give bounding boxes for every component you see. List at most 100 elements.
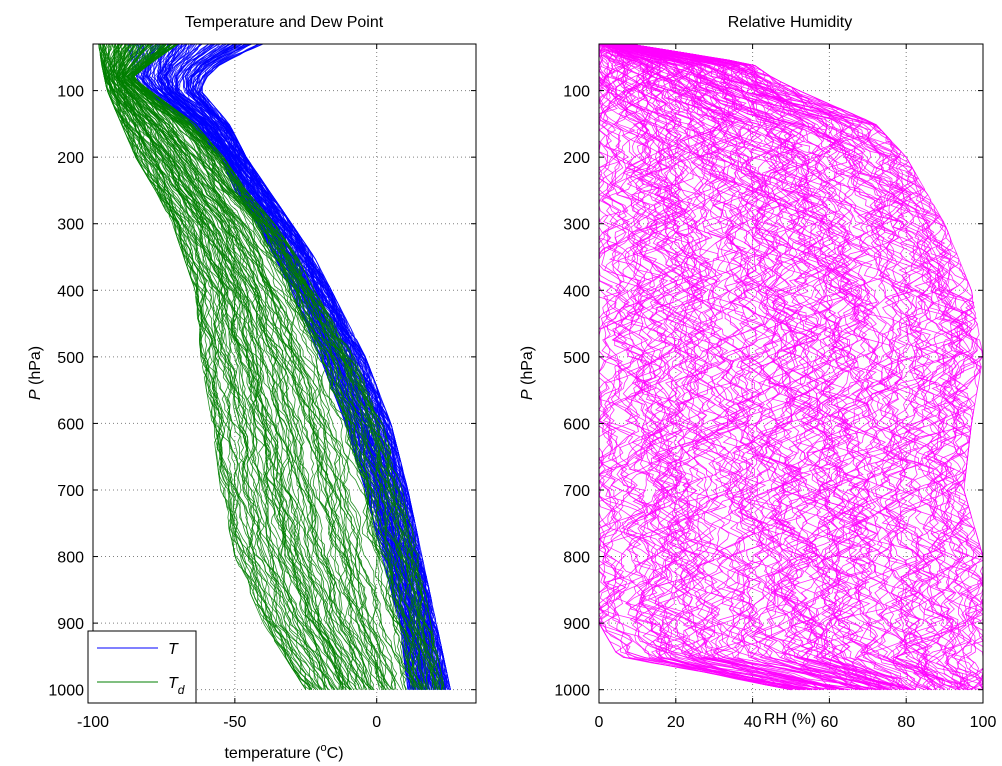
- series-RH-profile-132: [607, 43, 863, 691]
- series-RH-profile-2: [598, 43, 915, 691]
- left-y-axis-label-unit: (hPa): [27, 346, 44, 390]
- series-T_d-profile-103: [99, 43, 318, 690]
- legend-label-td: Td: [168, 675, 185, 697]
- legend-label-td-main: T: [168, 675, 179, 692]
- y-tick-label-6: 700: [563, 483, 590, 500]
- y-tick-label-3: 400: [563, 283, 590, 300]
- x-tick-label-1: -50: [223, 714, 246, 731]
- series-T_d-profile-98: [105, 43, 358, 690]
- series-RH-profile-143: [618, 43, 906, 691]
- series-T_d-profile-79: [115, 43, 352, 690]
- series-T_d-profile-106: [118, 43, 388, 690]
- series-T_d-profile-114: [123, 43, 383, 690]
- series-RH-profile-39: [598, 44, 792, 691]
- series-RH-profile-22: [629, 43, 964, 690]
- right-y-axis-label-unit: (hPa): [519, 346, 536, 390]
- series-T_d-profile-74: [129, 43, 439, 690]
- legend-label-td-subscript: d: [178, 683, 185, 697]
- left-axes-box: [92, 43, 477, 704]
- series-RH-profile-65: [617, 43, 932, 691]
- series-RH-profile-110: [607, 43, 862, 691]
- series-RH-profile-112: [629, 43, 984, 690]
- series-RH-profile-49: [609, 43, 906, 690]
- left-chart-title: Temperature and Dew Point: [185, 14, 384, 31]
- series-RH-profile-120: [629, 43, 984, 691]
- series-T_d-profile-102: [110, 43, 351, 690]
- y-tick-label-5: 600: [57, 416, 84, 433]
- x-tick-label-3: 60: [821, 714, 839, 731]
- series-T_d-profile-117: [102, 43, 317, 690]
- series-RH-profile-94: [604, 43, 822, 691]
- left-y-axis-label-symbol: P: [27, 389, 44, 400]
- series-RH-profile-129: [598, 44, 806, 691]
- series-T_d-profile-101: [123, 43, 407, 690]
- series-RH-profile-125: [610, 43, 898, 691]
- series-T_d-profile-90: [133, 43, 442, 690]
- x-tick-label-4: 80: [897, 714, 915, 731]
- series-RH-profile-142: [598, 43, 882, 691]
- y-tick-label-9: 1000: [48, 683, 84, 700]
- x-tick-label-5: 100: [970, 714, 997, 731]
- series-RH-profile-128: [607, 43, 913, 691]
- right-ticks: 0 20 40 60 80 100 100 200 300 400 500 600 700 800 900 1…: [554, 44, 996, 731]
- series-T_d-profile-118: [108, 43, 347, 690]
- right-y-axis-label-symbol: P: [519, 389, 536, 400]
- series-RH-profile-99: [621, 43, 866, 691]
- series-T-profile-92: [193, 43, 441, 690]
- y-tick-label-9: 1000: [554, 683, 590, 700]
- series-RH-profile-36: [616, 43, 905, 691]
- series-RH-profile-101: [629, 43, 895, 690]
- series-T_d-profile-82: [132, 43, 441, 690]
- y-tick-label-4: 500: [563, 350, 590, 367]
- temperature-dewpoint-panel: Temperature and Dew Point -100 -50 0 100 200…: [27, 14, 477, 762]
- series-T_d-profile-113: [107, 43, 336, 690]
- series-T_d-profile-94: [107, 43, 342, 690]
- series-RH-profile-147: [621, 43, 881, 691]
- series-RH-profile-58: [602, 43, 801, 691]
- left-x-axis-label-superscript: o: [321, 742, 327, 754]
- left-x-axis-label: temperature (oC): [224, 742, 343, 762]
- series-T_d-profile-69: [130, 43, 429, 690]
- right-series-layer: [598, 43, 984, 691]
- series-RH-profile-66: [598, 43, 799, 691]
- left-x-axis-label-suffix: C): [327, 745, 344, 762]
- series-RH-profile-77: [601, 43, 811, 691]
- series-RH-profile-52: [619, 43, 902, 691]
- series-RH-profile-93: [598, 43, 799, 691]
- series-RH-profile-29: [625, 43, 958, 690]
- series-RH-profile-90: [598, 43, 817, 691]
- left-ticks: -100 -50 0 100 200 300 400 500 600 700 800 900 1000: [48, 44, 476, 731]
- series-RH-profile-135: [613, 43, 936, 690]
- series-T_d-profile-66: [116, 43, 370, 690]
- right-y-axis-label: P (hPa): [519, 346, 536, 400]
- series-RH-profile-111: [610, 43, 946, 691]
- y-tick-label-1: 200: [563, 150, 590, 167]
- series-T_d-profile-92: [125, 43, 404, 690]
- series-T_d-profile-109: [133, 43, 425, 690]
- series-T_d-profile-55: [99, 43, 307, 690]
- x-tick-label-1: 20: [667, 714, 685, 731]
- series-T_d-profile-15: [107, 44, 333, 690]
- series-RH-profile-81: [612, 43, 936, 690]
- series-T_d-profile-86: [119, 43, 361, 690]
- series-RH-profile-62: [617, 43, 932, 691]
- series-RH-profile-103: [627, 43, 953, 690]
- series-T-profile-116: [193, 43, 442, 690]
- series-T_d-profile-95: [108, 43, 357, 690]
- series-RH-profile-33: [617, 43, 951, 690]
- series-RH-profile-88: [622, 43, 965, 691]
- series-RH-profile-108: [629, 43, 984, 691]
- series-RH-profile-139: [603, 43, 909, 690]
- series-RH-profile-100: [629, 43, 984, 690]
- series-RH-profile-85: [614, 43, 836, 691]
- series-T_d-profile-78: [103, 43, 322, 690]
- series-T_d-profile-83: [107, 43, 320, 690]
- series-RH-profile-50: [621, 43, 930, 691]
- series-T_d-profile-67: [120, 43, 387, 690]
- series-T_d-profile-87: [127, 43, 417, 690]
- x-tick-label-0: -100: [77, 714, 109, 731]
- series-T_d-profile-84: [120, 43, 394, 690]
- y-tick-label-3: 400: [57, 283, 84, 300]
- series-RH-profile-35: [601, 43, 848, 691]
